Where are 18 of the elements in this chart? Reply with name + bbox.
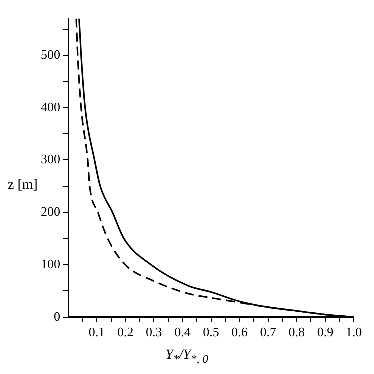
y-tick-label: 100 bbox=[41, 256, 60, 272]
y-axis-title: z [m] bbox=[8, 178, 38, 194]
x-tick-label: 0.8 bbox=[288, 324, 306, 340]
x-tick-label: 0.2 bbox=[117, 324, 134, 340]
y-tick-label: 400 bbox=[41, 99, 60, 114]
x-tick-label: 1.0 bbox=[346, 324, 362, 340]
x-tick-label: 0.7 bbox=[260, 324, 277, 340]
x-tick-label: 0.3 bbox=[146, 324, 162, 340]
x-tick-label: 0.6 bbox=[232, 324, 248, 340]
x-tick-label: 0.9 bbox=[317, 324, 334, 340]
x-tick-label: 0.5 bbox=[203, 324, 220, 340]
y-tick-label: 200 bbox=[41, 204, 60, 220]
x-tick-label: 0.1 bbox=[88, 324, 106, 340]
y-tick-label: 300 bbox=[41, 152, 60, 167]
y-tick-label: 0 bbox=[54, 308, 60, 324]
y-tick-label: 500 bbox=[41, 46, 60, 62]
x-axis-title: Y$_{*}$/Y$_{*, 0}$ bbox=[164, 348, 210, 366]
x-tick-label: 0.4 bbox=[174, 324, 192, 340]
